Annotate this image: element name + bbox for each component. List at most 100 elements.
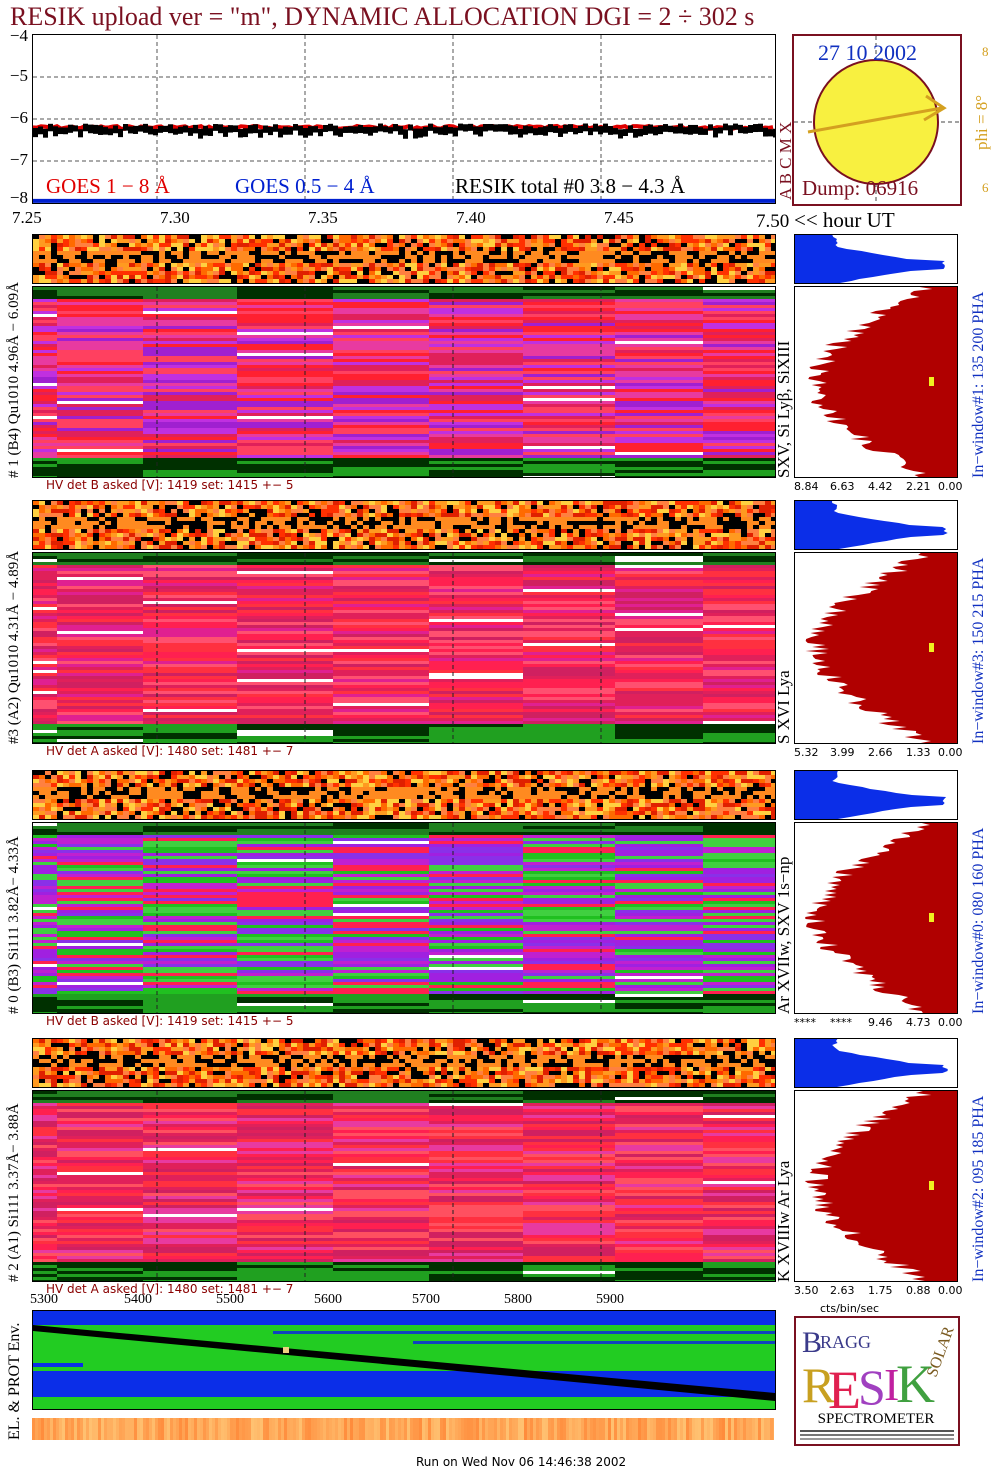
pha-histogram [794,234,958,284]
bottom-x-tick: 5400 [124,1292,152,1307]
series-resik-point [273,124,278,132]
profile-axis-tick: 2.66 [868,746,893,759]
series-resik-point [493,124,498,132]
sun-position-box [792,34,962,206]
series-resik-point [258,129,263,138]
series-resik-point [768,129,773,137]
series-resik-point [683,127,688,135]
series-resik-point [93,124,98,134]
series-resik-point [88,124,93,134]
count-heat-strip [32,234,776,284]
series-resik-point [523,125,528,135]
series-resik-point [173,128,178,135]
series-resik-point [713,127,718,138]
series-resik-point [383,126,388,133]
goes-plot [32,35,778,203]
series-resik-point [68,124,73,133]
series-resik-point [378,123,383,132]
bottom-x-tick: 5300 [30,1292,58,1307]
series-resik-point [728,125,733,136]
series-resik-point [323,124,328,132]
profile-axis-tick: 2.21 [906,480,931,493]
x-tick: 7.35 [308,208,338,227]
series-resik-point [723,123,728,131]
env-label: EL. & PROT Env. [6,1322,23,1440]
count-profile [794,552,958,744]
series-resik-point [133,125,138,134]
profile-axis-tick: **** [830,1016,852,1029]
series-resik-point [58,127,63,135]
profile-axis-tick: 1.75 [868,1284,893,1297]
x-tick: 7.40 [456,208,486,227]
series-resik-point [738,124,743,134]
env-panel [32,1310,776,1410]
profile-axis-tick: 3.99 [830,746,855,759]
series-resik-point [243,128,248,138]
count-unit: cts/bin/sec [820,1302,880,1315]
bottom-x-tick: 5600 [314,1292,342,1307]
hv-readout: HV det A asked [V]: 1480 set: 1481 +− 7 [46,1282,294,1296]
series-resik-point [313,126,318,133]
series-resik-point [458,123,463,131]
series-resik-point [603,123,608,133]
series-resik-point [223,127,228,137]
sun-diagram [794,36,960,204]
series-resik-point [583,123,588,132]
series-resik-point [483,124,488,132]
series-resik-point [618,129,623,139]
series-resik-point [33,128,38,138]
series-resik-point [568,124,573,132]
env-strip [32,1418,774,1440]
series-resik-point [228,125,233,133]
series-resik-point [743,127,748,134]
series-resik-point [673,126,678,134]
sun-disk-icon [813,59,939,185]
spectral-lines-label: Ar XVIIw, SXV 1s−np [774,856,793,1014]
series-resik-point [193,124,198,134]
series-resik-point [113,125,118,134]
profile-axis-tick: 0.00 [938,746,963,759]
series-resik-point [218,124,223,134]
spectrogram-panel [32,552,776,744]
x-unit-label: 7.50 << hour UT [756,208,895,233]
series-resik-point [398,126,403,135]
series-resik-point [118,128,123,138]
page-title: RESIK upload ver = "m", DYNAMIC ALLOCATI… [10,2,755,31]
series-resik-point [443,125,448,136]
phi-label: phi = 8° [972,94,991,150]
goes-y-tick: −8 [9,188,28,207]
pha-window-label: In−window#1: 135 200 PHA [970,291,987,478]
series-resik-point [463,124,468,132]
detector-label: #3 (A2) Qu1010 4.31Å − 4.89Å [6,550,22,744]
pha-window-label: In−window#2: 095 185 PHA [970,1095,987,1282]
count-profile [794,822,958,1014]
series-resik-point [348,126,353,133]
phi-tick-bottom: 6 [982,180,989,195]
series-resik-point [103,127,108,135]
series-resik-point [253,124,258,134]
profile-axis-tick: 8.84 [794,480,819,493]
profile-axis-tick: 6.63 [830,480,855,493]
series-resik-point [548,124,553,133]
hv-readout: HV det A asked [V]: 1480 set: 1481 +− 7 [46,744,294,758]
profile-axis-tick: 4.73 [906,1016,931,1029]
series-resik-point [143,123,148,133]
pha-window-label: In−window#3: 150 215 PHA [970,557,987,744]
resik-logo-icon: B RAGG R E S I K SOLAR SPECTROMETER [800,1324,958,1440]
goes-lightcurve-panel [32,34,778,204]
spectral-lines-label: S XVI Lya [774,670,793,744]
series-resik-point [773,128,778,138]
pha-histogram [794,1038,958,1088]
series-resik-point [513,126,518,135]
profile-axis-tick: 0.00 [938,1284,963,1297]
pha-histogram [794,500,958,550]
series-resik-point [73,125,78,132]
goes-y-tick: −4 [9,26,28,45]
series-resik-point [233,125,238,133]
resik-logo: B RAGG R E S I K SOLAR SPECTROMETER [794,1316,960,1446]
series-resik-point [703,128,708,135]
series-resik-point [538,127,543,135]
series-resik-point [288,127,293,135]
count-heat-strip [32,770,776,820]
series-resik-point [488,123,493,131]
